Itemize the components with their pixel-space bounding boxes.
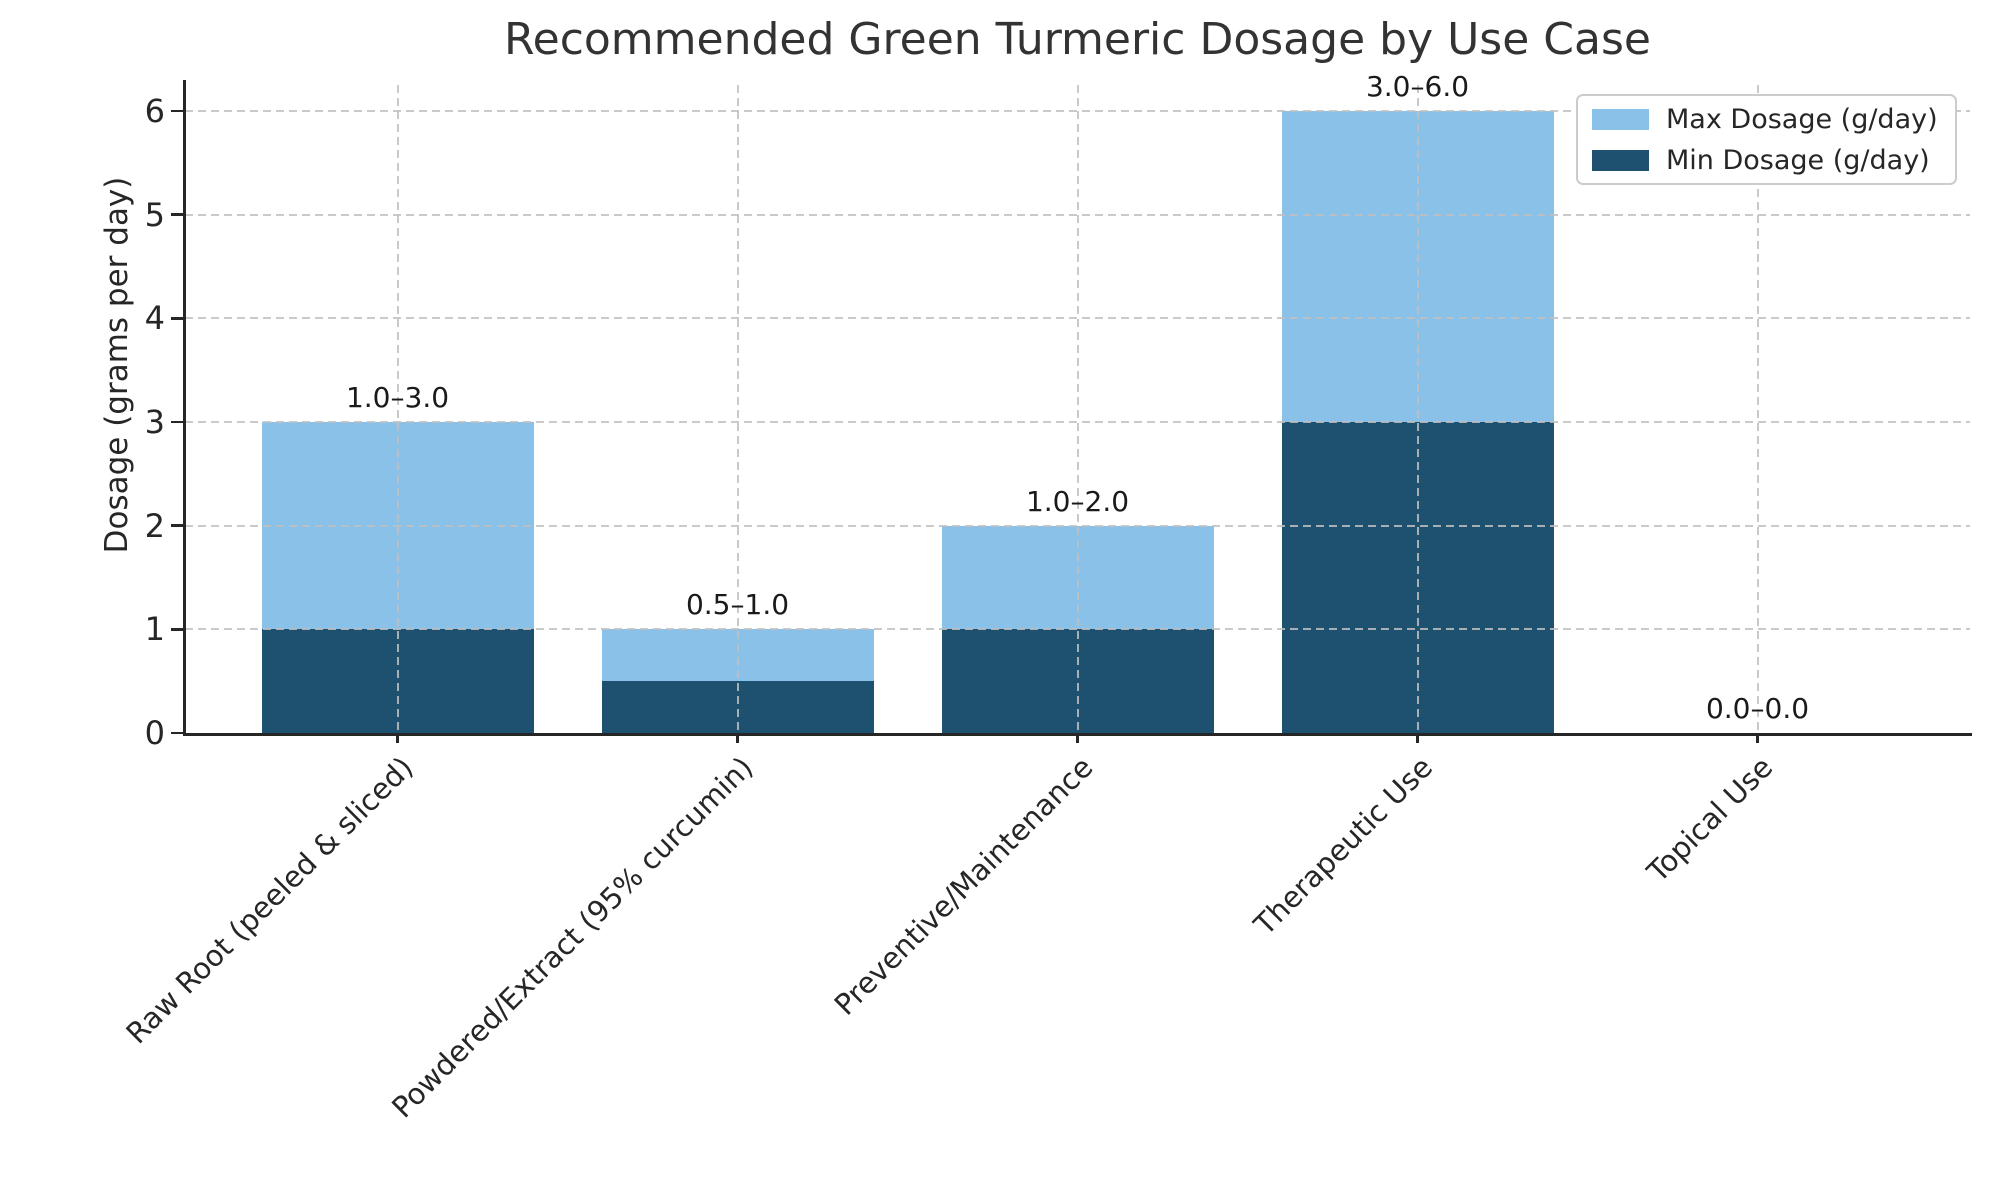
y-axis-spine — [183, 80, 186, 735]
legend-label: Max Dosage (g/day) — [1666, 103, 1938, 135]
y-tick — [171, 317, 183, 320]
bar-value-label: 1.0–2.0 — [1025, 484, 1130, 518]
x-tick — [1756, 733, 1759, 743]
y-tick-label: 2 — [144, 506, 165, 545]
plot-area: 0 1 2 3 4 5 6 1.0–3.0 0.5–1.0 1.0–2.0 3.0–6.0 0.0–0… — [145, 70, 1970, 750]
y-tick — [171, 213, 183, 216]
legend-entry-max: Max Dosage (g/day) — [1592, 104, 1941, 135]
bar-value-label: 3.0–6.0 — [1365, 70, 1470, 103]
bar-value-label: 0.0–0.0 — [1705, 692, 1810, 725]
legend-label: Min Dosage (g/day) — [1666, 144, 1930, 176]
v-gridline — [1756, 85, 1759, 733]
y-tick — [171, 109, 183, 113]
legend: Max Dosage (g/day) Min Dosage (g/day) — [1576, 94, 1957, 185]
y-tick — [171, 731, 183, 735]
y-tick-label: 6 — [144, 92, 165, 130]
x-tick — [1076, 733, 1079, 743]
y-tick-label: 0 — [144, 714, 165, 752]
v-gridline — [1076, 85, 1079, 733]
legend-entry-min: Min Dosage (g/day) — [1592, 145, 1941, 176]
x-category-label: Therapeutic Use — [1247, 750, 1440, 942]
y-axis-label: Dosage (grams per day) — [99, 176, 135, 554]
x-category-label: Powdered/Extract (95% curcumin) — [385, 750, 760, 1125]
y-tick — [171, 524, 183, 527]
x-category-label: Raw Root (peeled & sliced) — [119, 750, 420, 1051]
x-axis-spine — [183, 733, 1972, 736]
v-gridline — [396, 85, 399, 733]
chart-title: Recommended Green Turmeric Dosage by Use… — [504, 14, 1651, 65]
y-tick — [171, 628, 183, 631]
bar-value-label: 0.5–1.0 — [685, 588, 790, 622]
y-tick-label: 4 — [144, 299, 165, 338]
legend-swatch — [1592, 149, 1649, 171]
x-tick — [1416, 733, 1419, 743]
v-gridline — [1416, 85, 1419, 733]
y-tick-label: 1 — [144, 610, 165, 649]
legend-swatch — [1592, 108, 1649, 130]
y-tick — [171, 420, 183, 424]
y-tick-label: 3 — [144, 403, 165, 441]
x-category-label: Topical Use — [1640, 750, 1780, 889]
v-gridline — [736, 85, 739, 733]
x-tick — [396, 733, 399, 743]
x-category-label: Preventive/Maintenance — [827, 750, 1100, 1022]
x-tick — [736, 733, 739, 743]
bar-value-label: 1.0–3.0 — [345, 381, 450, 414]
y-tick-label: 5 — [144, 195, 165, 234]
